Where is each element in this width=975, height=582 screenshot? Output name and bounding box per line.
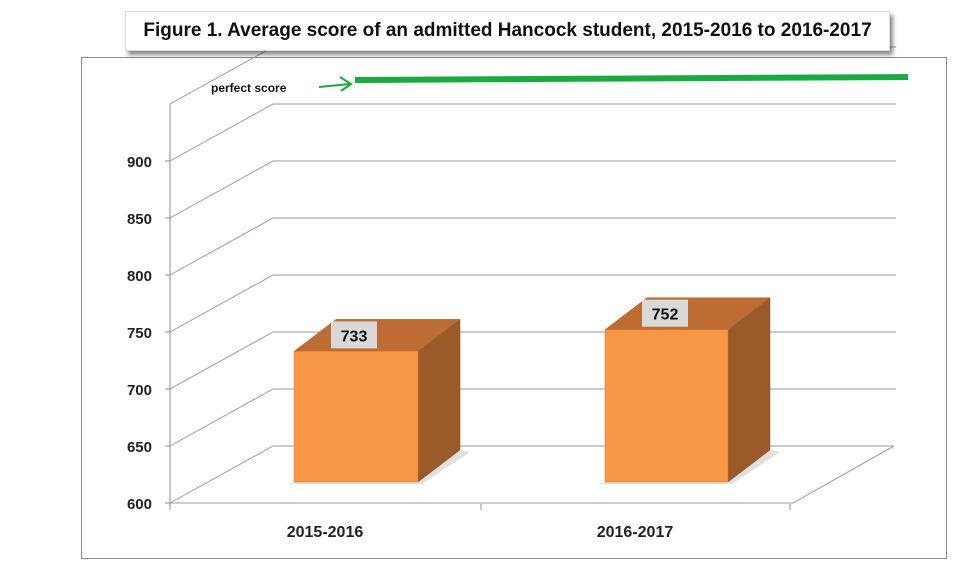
- data-label: 752: [652, 307, 679, 324]
- y-tick-label: 800: [127, 268, 152, 285]
- floor-back-edge: [169, 445, 894, 504]
- gridline: [169, 217, 896, 276]
- perfect-score-arrow-head: [339, 76, 353, 92]
- perfect-score-line: [354, 74, 909, 83]
- reference-line-group: perfect score: [211, 74, 909, 95]
- bar: 752: [604, 297, 771, 483]
- bar-front: [293, 351, 419, 483]
- chart-frame: [81, 57, 947, 559]
- y-tick-label: 650: [127, 439, 152, 456]
- floor-front-edge: [170, 445, 895, 504]
- chart-title: Figure 1. Average score of an admitted H…: [143, 20, 872, 41]
- axis-layer: 600 650 700 750 800 850 900 2015-2016 2016-2017: [127, 104, 791, 541]
- y-tick-label: 700: [127, 382, 152, 399]
- chart-title-box: Figure 1. Average score of an admitted H…: [125, 11, 890, 51]
- bar-side: [727, 297, 771, 483]
- perfect-score-label: perfect score: [211, 81, 287, 95]
- gridline: [169, 103, 896, 162]
- x-tick-label: 2015-2016: [287, 524, 364, 541]
- gridline: [169, 331, 896, 390]
- data-label: 733: [341, 328, 368, 345]
- y-tick-label: 850: [127, 211, 152, 228]
- gridline: [169, 388, 896, 447]
- perfect-score-arrow-shaft: [318, 83, 351, 88]
- gridline: [169, 160, 896, 219]
- data-label-box: [331, 321, 377, 349]
- y-tick-label: 900: [127, 154, 152, 171]
- data-label-box: [642, 299, 688, 327]
- y-tick-label: 750: [127, 325, 152, 342]
- grid-layer: [169, 46, 896, 504]
- y-tick-label: 600: [127, 496, 152, 513]
- bars-layer: 733 752: [286, 297, 780, 484]
- x-tick-label: 2016-2017: [597, 524, 674, 541]
- bar: 733: [293, 318, 461, 483]
- bar-front: [604, 329, 729, 483]
- gridline: [169, 274, 896, 333]
